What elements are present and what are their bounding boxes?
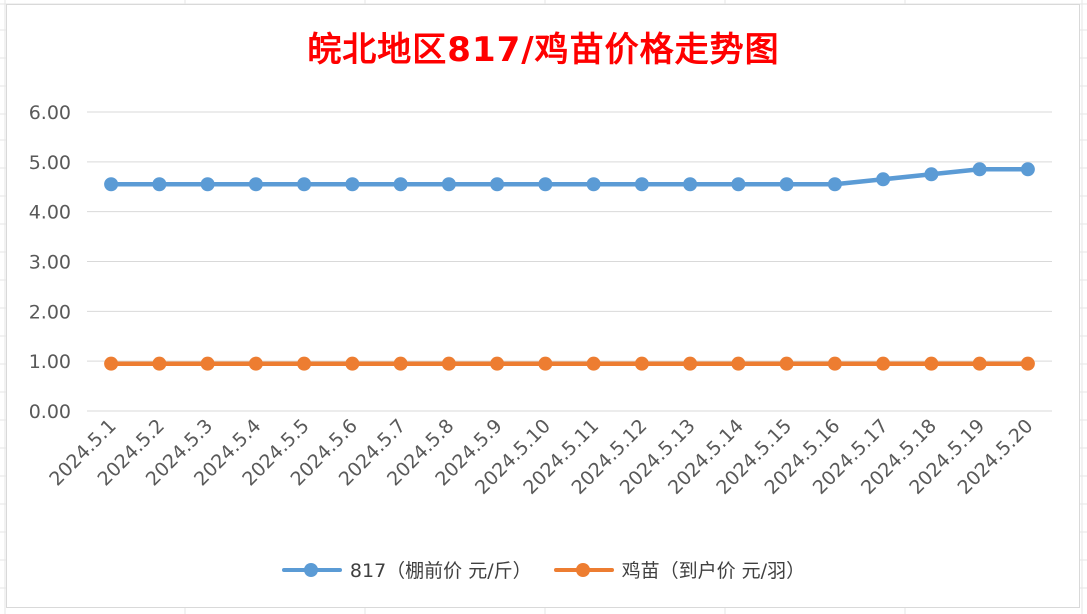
data-point-0-1 — [152, 177, 167, 192]
data-point-1-5 — [345, 356, 360, 371]
data-point-1-13 — [731, 356, 746, 371]
y-tick-label: 1.00 — [29, 351, 71, 373]
data-point-1-7 — [441, 356, 456, 371]
data-point-0-18 — [972, 162, 987, 177]
legend-marker-817 — [281, 562, 342, 577]
data-point-0-3 — [248, 177, 263, 192]
data-point-0-10 — [586, 177, 601, 192]
legend-label-chick: 鸡苗（到户价 元/羽） — [621, 560, 806, 582]
data-point-1-0 — [104, 356, 119, 371]
data-point-0-6 — [393, 177, 408, 192]
data-point-0-5 — [345, 177, 360, 192]
data-point-0-2 — [200, 177, 215, 192]
data-point-1-1 — [152, 356, 167, 371]
data-point-1-16 — [876, 356, 891, 371]
data-point-1-6 — [393, 356, 408, 371]
data-point-1-12 — [683, 356, 698, 371]
data-point-1-3 — [248, 356, 263, 371]
chart-area[interactable] — [6, 4, 1080, 608]
series-line-0 — [111, 167, 1028, 187]
data-point-0-19 — [1020, 162, 1035, 177]
data-point-1-18 — [972, 356, 987, 371]
data-point-0-8 — [490, 177, 505, 192]
data-point-0-16 — [876, 172, 891, 187]
data-point-0-0 — [104, 177, 119, 192]
y-tick-label: 5.00 — [29, 152, 71, 174]
data-point-0-17 — [924, 167, 939, 182]
data-point-0-9 — [538, 177, 553, 192]
chart-title: 皖北地区817/鸡苗价格走势图 — [307, 30, 780, 70]
data-point-0-11 — [634, 177, 649, 192]
data-point-1-14 — [779, 356, 794, 371]
legend-label-817: 817（棚前价 元/斤） — [349, 560, 532, 582]
data-point-0-12 — [683, 177, 698, 192]
y-tick-label: 0.00 — [29, 401, 71, 423]
y-tick-label: 6.00 — [29, 102, 71, 124]
data-point-0-13 — [731, 177, 746, 192]
legend-item-817: 817（棚前价 元/斤） — [281, 556, 532, 583]
legend: 817（棚前价 元/斤） 鸡苗（到户价 元/羽） — [0, 556, 1087, 583]
data-point-0-4 — [297, 177, 312, 192]
data-point-1-4 — [297, 356, 312, 371]
y-tick-label: 3.00 — [29, 252, 71, 274]
data-point-0-15 — [827, 177, 842, 192]
data-point-1-9 — [538, 356, 553, 371]
data-point-1-19 — [1020, 356, 1035, 371]
data-point-1-10 — [586, 356, 601, 371]
legend-marker-chick — [553, 562, 614, 577]
legend-item-chick: 鸡苗（到户价 元/羽） — [553, 556, 806, 583]
data-point-1-11 — [634, 356, 649, 371]
data-point-0-14 — [779, 177, 794, 192]
data-point-1-17 — [924, 356, 939, 371]
y-tick-label: 4.00 — [29, 202, 71, 224]
data-point-1-15 — [827, 356, 842, 371]
data-point-0-7 — [441, 177, 456, 192]
y-tick-label: 2.00 — [29, 301, 71, 323]
data-point-1-8 — [490, 356, 505, 371]
data-point-1-2 — [200, 356, 215, 371]
